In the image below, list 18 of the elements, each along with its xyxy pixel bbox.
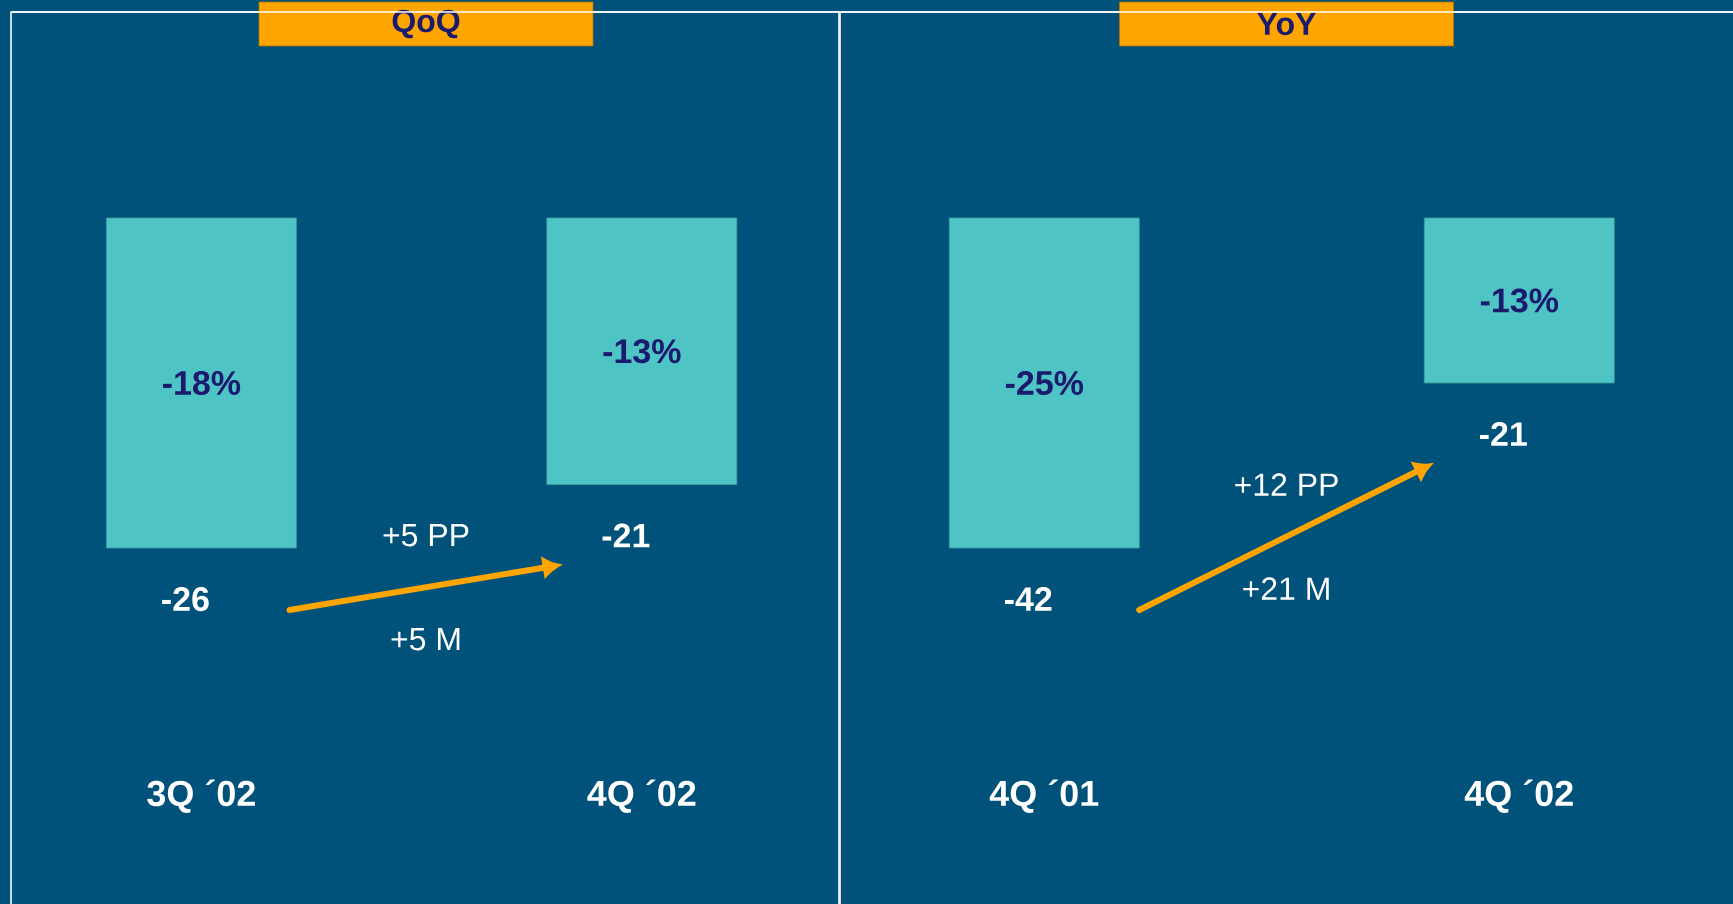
chart-title: QoQ (392, 9, 460, 39)
data-label: -21 (1480, 422, 1527, 446)
annotation: -13% (1480, 288, 1559, 313)
x-tick-label: 3Q ´02 (147, 779, 255, 813)
annotation: -25% (1005, 370, 1084, 396)
data-label: -21 (602, 523, 650, 548)
annotation: -18% (163, 370, 241, 396)
annotation: -13% (603, 339, 681, 364)
text: +5 M (391, 628, 460, 651)
annotation: +12 PP (1235, 473, 1338, 496)
data-label: -42 (1005, 587, 1052, 611)
chart-title: YoY (1257, 12, 1316, 36)
data-label: -26 (162, 587, 209, 612)
x-tick-label: 4Q ´02 (587, 779, 696, 813)
annotation: +5 PP (383, 524, 469, 547)
x-tick-label: 4Q ´02 (1464, 779, 1573, 813)
text: +21 M (1243, 577, 1329, 600)
x-tick-label: 4Q ´01 (989, 779, 1099, 813)
